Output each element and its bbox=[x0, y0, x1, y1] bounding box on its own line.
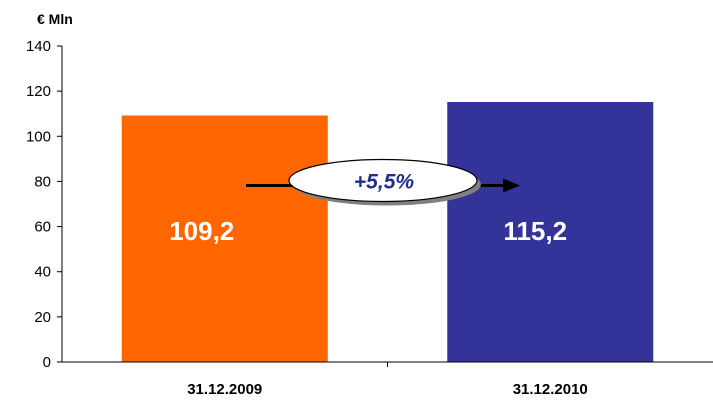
y-tick-label: 0 bbox=[43, 354, 51, 371]
growth-percentage: +5,5% bbox=[354, 170, 414, 193]
x-category-labels: 31.12.2009 31.12.2010 bbox=[187, 381, 588, 398]
y-tick-label: 80 bbox=[34, 173, 51, 190]
growth-arrow-head bbox=[503, 178, 520, 193]
y-tick-label: 60 bbox=[34, 219, 51, 236]
axes-group bbox=[57, 46, 713, 367]
y-tick-label: 40 bbox=[34, 264, 51, 281]
bar-value-label: 115,2 bbox=[503, 216, 567, 246]
bar-value-labels: 109,2 115,2 bbox=[169, 216, 567, 246]
x-category-label: 31.12.2010 bbox=[513, 381, 588, 398]
growth-annotation: +5,5% bbox=[246, 158, 520, 206]
y-ticks-group: 0 20 40 60 80 100 120 140 bbox=[26, 38, 62, 371]
y-axis-unit-label: € Mln bbox=[37, 11, 73, 27]
x-category-label: 31.12.2009 bbox=[187, 381, 262, 398]
bar-2 bbox=[447, 101, 654, 362]
y-tick-label: 100 bbox=[26, 128, 51, 145]
y-tick-label: 120 bbox=[26, 83, 51, 100]
bar-value-label: 109,2 bbox=[169, 216, 234, 246]
bars-group bbox=[121, 101, 654, 363]
growth-badge bbox=[288, 158, 478, 203]
y-tick-label: 140 bbox=[26, 38, 51, 55]
bar-1 bbox=[121, 115, 328, 363]
y-tick-label: 20 bbox=[34, 309, 51, 326]
